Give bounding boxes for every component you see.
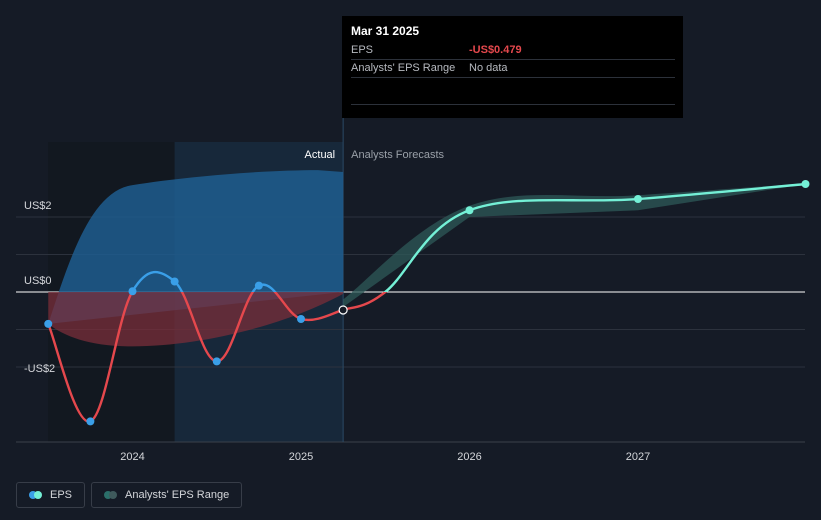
forecast-point — [465, 206, 474, 215]
actual-label: Actual — [305, 149, 336, 161]
legend-item-range[interactable]: Analysts' EPS Range — [91, 482, 243, 508]
tooltip-row-eps: EPS -US$0.479 — [351, 42, 675, 60]
forecast-line-negative — [342, 292, 388, 312]
legend-item-eps[interactable]: EPS — [16, 482, 86, 508]
tooltip-eps-value: -US$0.479 — [469, 44, 522, 56]
legend-range-label: Analysts' EPS Range — [125, 489, 230, 501]
legend: EPS Analysts' EPS Range — [16, 482, 243, 508]
tooltip: Mar 31 2025 EPS -US$0.479 Analysts' EPS … — [342, 16, 683, 118]
tooltip-date: Mar 31 2025 — [351, 24, 420, 38]
eps-point — [212, 357, 221, 366]
eps-point — [297, 315, 305, 323]
eps-point — [254, 281, 263, 290]
y-tick-label: US$0 — [24, 275, 52, 287]
x-tick-label: 2026 — [457, 451, 481, 463]
x-tick-label: 2024 — [120, 451, 144, 463]
range-legend-icon — [104, 491, 118, 499]
tooltip-row-range: Analysts' EPS Range No data — [351, 60, 675, 78]
tooltip-range-label: Analysts' EPS Range — [351, 62, 456, 74]
eps-point-selected — [338, 305, 348, 315]
x-tick-label: 2025 — [289, 451, 313, 463]
legend-eps-label: EPS — [50, 489, 73, 501]
eps-point — [44, 319, 53, 328]
eps-range-area-negative — [48, 292, 344, 347]
tooltip-spacer — [351, 78, 675, 105]
tooltip-eps-label: EPS — [351, 44, 374, 56]
y-tick-label: -US$2 — [24, 363, 55, 375]
forecast-label: Analysts Forecasts — [351, 149, 444, 161]
forecast-point — [801, 180, 810, 188]
y-tick-label: US$2 — [24, 200, 52, 212]
eps-point — [86, 417, 95, 426]
eps-legend-icon — [29, 491, 43, 499]
x-tick-label: 2027 — [626, 451, 650, 463]
forecast-line — [383, 182, 807, 292]
forecast-point — [634, 195, 642, 203]
eps-point — [128, 287, 137, 296]
forecast-band — [343, 183, 807, 307]
tooltip-range-value: No data — [469, 62, 508, 74]
eps-point — [170, 277, 179, 286]
